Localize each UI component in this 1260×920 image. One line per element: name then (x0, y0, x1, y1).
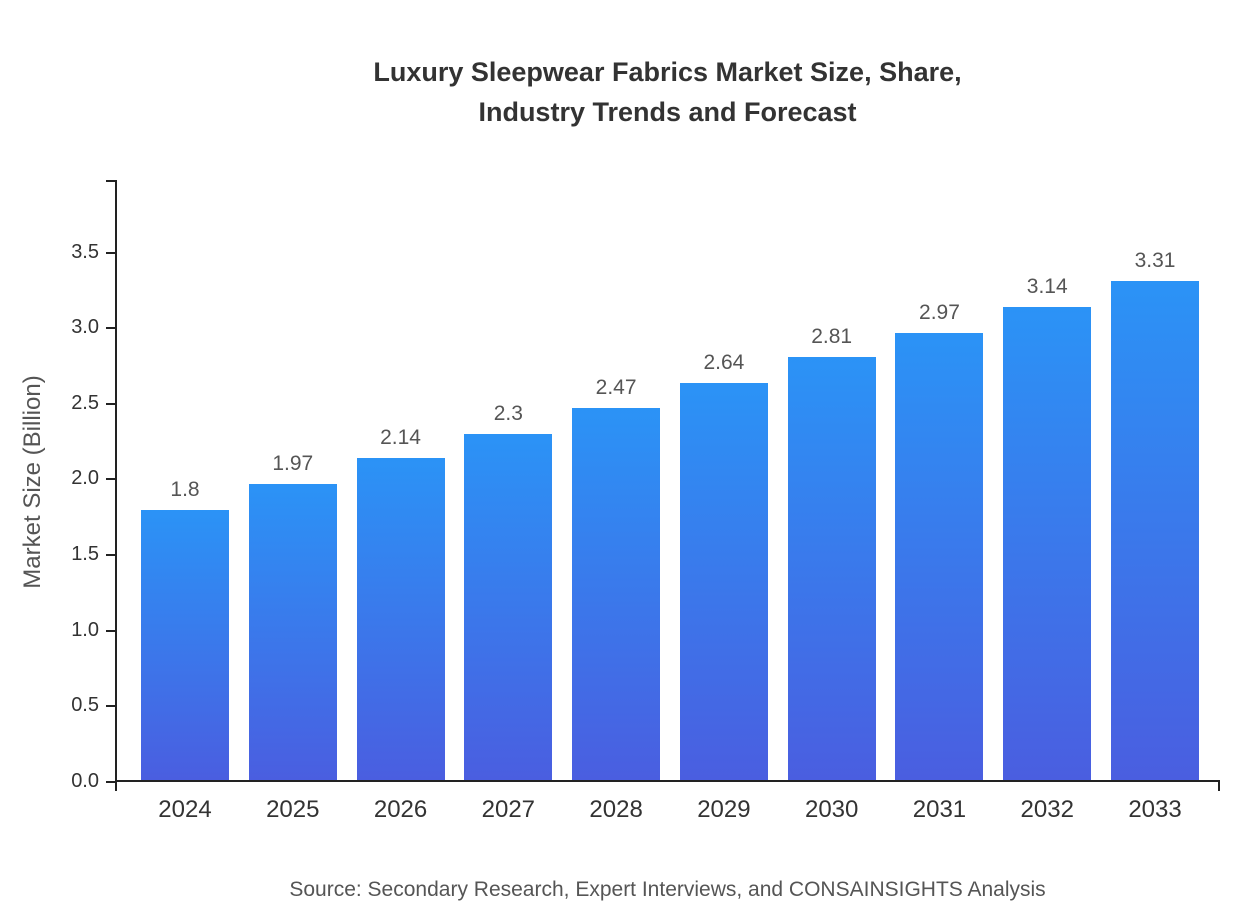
y-axis-tick-label: 2.5 (71, 391, 99, 414)
bar-value-label-2025: 1.97 (272, 452, 314, 476)
plot-area: 0.0 0.5 1.0 1.5 2.0 2.5 3.0 3.5 1.8 2024 1.97 2025 2… (71, 180, 1220, 823)
bar-value-label-2024: 1.8 (170, 477, 200, 501)
y-axis-tick-label: 2.0 (71, 467, 99, 490)
y-axis-line (115, 180, 117, 782)
y-axis-tick (106, 705, 115, 708)
y-axis-tick (106, 781, 115, 783)
chart-title-line2: Industry Trends and Forecast (478, 97, 857, 127)
bar-value-label-2026: 2.14 (380, 426, 421, 450)
y-axis-tick-label: 0.0 (71, 770, 99, 792)
y-axis-tick-label: 0.5 (71, 694, 99, 717)
y-axis-tick (106, 327, 115, 330)
source-note: Source: Secondary Research, Expert Inter… (289, 878, 1046, 901)
bar-2031 (895, 332, 984, 780)
bar-value-label-2032: 3.14 (1026, 275, 1068, 299)
x-axis-label-2029: 2029 (697, 796, 751, 823)
x-axis-end-tick (1218, 782, 1220, 791)
x-axis-label-2028: 2028 (589, 796, 643, 823)
bar-value-label-2028: 2.47 (595, 376, 637, 400)
x-axis-label-2026: 2026 (373, 796, 428, 823)
x-axis-label-2024: 2024 (158, 796, 212, 823)
y-axis-tick-label: 1.5 (71, 543, 99, 566)
bar-2024 (141, 509, 229, 780)
y-axis-tick (106, 402, 115, 405)
x-axis-label-2027: 2027 (481, 796, 536, 823)
bar-value-label-2027: 2.3 (493, 402, 523, 426)
bar-2025 (248, 484, 337, 780)
x-axis-label-2025: 2025 (266, 796, 320, 823)
y-axis-tick (106, 478, 115, 481)
bar-value-label-2029: 2.64 (703, 350, 745, 374)
x-axis-label-2030: 2030 (804, 796, 859, 823)
y-axis-tick-label: 1.0 (71, 618, 99, 641)
bar-value-label-2030: 2.81 (811, 324, 853, 348)
bar-2030 (787, 356, 876, 780)
y-axis-tick (106, 629, 115, 632)
bar-2028 (572, 408, 661, 780)
bar-2027 (464, 434, 553, 780)
x-axis-label-2032: 2032 (1020, 796, 1074, 823)
y-axis-tick-label: 3.5 (71, 240, 99, 263)
chart-title: Luxury Sleepwear Fabrics Market Size, Sh… (115, 52, 1220, 132)
y-axis-end-tick (106, 180, 115, 182)
x-axis-start-tick (115, 782, 117, 791)
y-axis-tick-label: 3.0 (71, 316, 99, 339)
bar-value-label-2033: 3.31 (1134, 249, 1176, 273)
bar-2033 (1111, 281, 1200, 780)
y-axis-tick (106, 251, 115, 254)
bar-2029 (679, 382, 768, 780)
bar-2032 (1003, 307, 1092, 780)
x-axis-label-2031: 2031 (912, 796, 967, 823)
x-axis-line (115, 780, 1220, 782)
y-axis-tick (106, 554, 115, 557)
bar-value-label-2031: 2.97 (919, 300, 960, 324)
x-axis-label-2033: 2033 (1128, 796, 1182, 823)
chart-title-line1: Luxury Sleepwear Fabrics Market Size, Sh… (373, 57, 962, 87)
bar-2026 (356, 458, 445, 780)
